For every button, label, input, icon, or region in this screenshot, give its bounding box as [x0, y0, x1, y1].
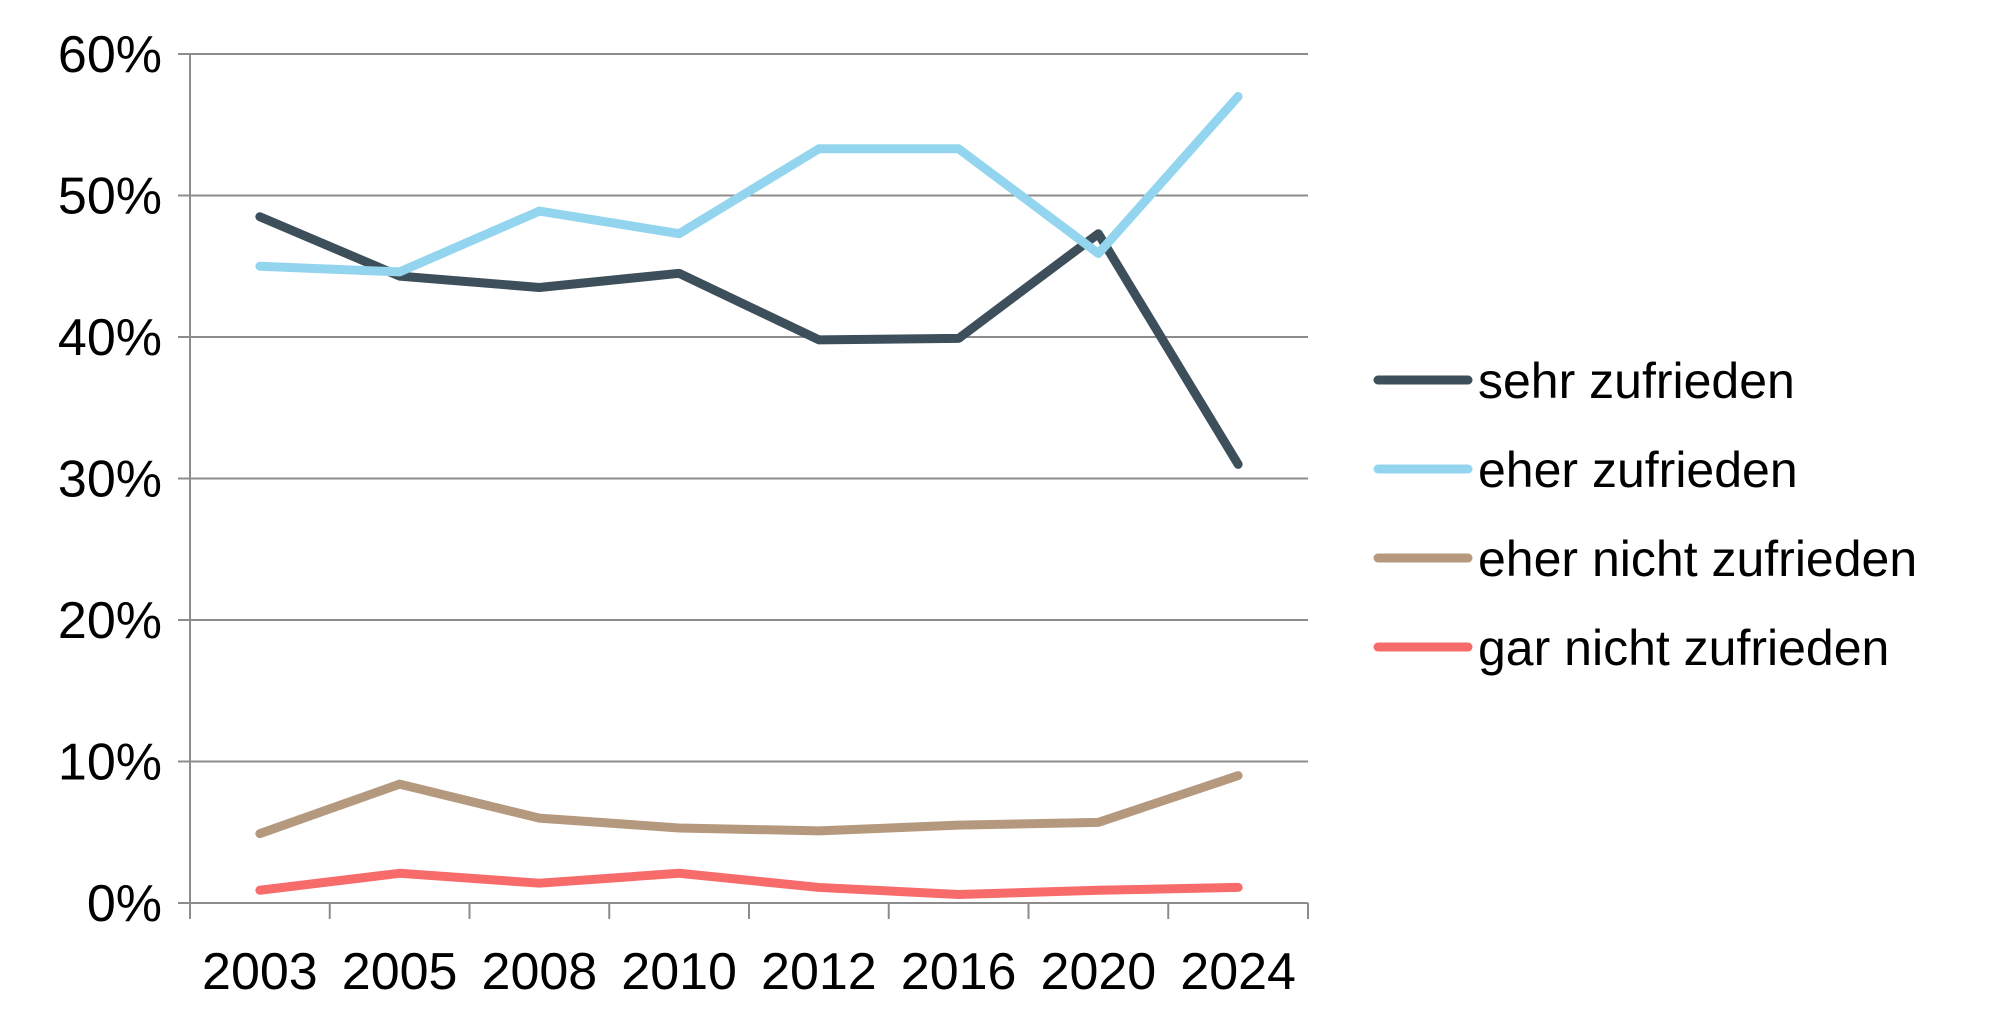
- gridlines: [190, 53, 1308, 763]
- y-tick-label: 10%: [58, 734, 162, 792]
- x-tick-label: 2012: [761, 943, 877, 1001]
- y-tick-label: 30%: [58, 451, 162, 509]
- legend-label: eher zufrieden: [1478, 442, 1798, 498]
- axes: [178, 53, 1309, 919]
- x-tick-labels: 2003 2005 2008 2010 2012 2016 2020 2024: [202, 943, 1296, 1001]
- x-tick-label: 2010: [621, 943, 737, 1001]
- y-tick-label: 40%: [58, 309, 162, 367]
- x-tick-label: 2008: [482, 943, 598, 1001]
- legend-label: eher nicht zufrieden: [1478, 531, 1917, 587]
- y-tick-label: 50%: [58, 168, 162, 226]
- series-line-1: [255, 212, 1243, 469]
- series-line-4: [255, 868, 1243, 900]
- x-tick-label: 2024: [1180, 943, 1296, 1001]
- legend-label: sehr zufrieden: [1478, 353, 1795, 409]
- legend-label: gar nicht zufrieden: [1478, 620, 1889, 676]
- x-tick-label: 2016: [901, 943, 1017, 1001]
- y-tick-label: 20%: [58, 592, 162, 650]
- x-tick-label: 2003: [202, 943, 318, 1001]
- x-tick-label: 2005: [342, 943, 458, 1001]
- y-tick-label: 60%: [58, 26, 162, 84]
- y-tick-labels: 0% 10% 20% 30% 40% 50% 60%: [58, 26, 162, 933]
- series-line-2: [255, 91, 1243, 277]
- legend: sehr zufrieden eher zufrieden eher nicht z…: [1373, 353, 1917, 676]
- series-lines: [255, 91, 1243, 900]
- y-tick-label: 0%: [87, 875, 162, 933]
- series-line-3: [255, 771, 1243, 839]
- x-tick-label: 2020: [1041, 943, 1157, 1001]
